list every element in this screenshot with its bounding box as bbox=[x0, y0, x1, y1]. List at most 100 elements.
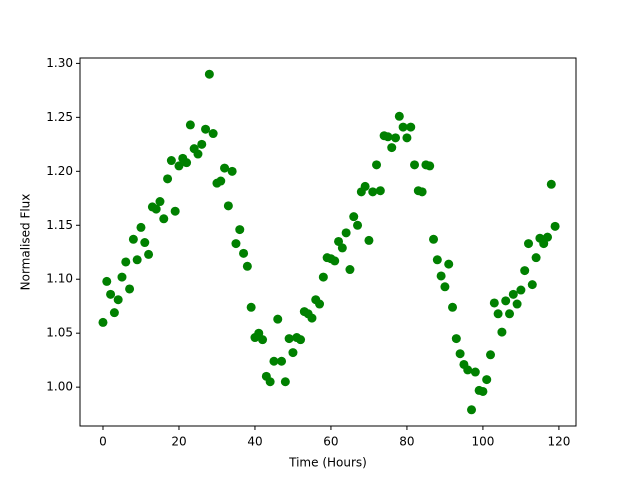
data-point bbox=[170, 206, 180, 216]
data-point bbox=[440, 282, 450, 292]
data-point bbox=[125, 284, 135, 294]
data-point bbox=[140, 238, 150, 248]
data-point bbox=[482, 375, 492, 385]
data-point bbox=[159, 214, 169, 224]
data-point bbox=[550, 221, 560, 231]
data-point bbox=[539, 239, 549, 249]
data-point bbox=[220, 163, 230, 173]
data-point bbox=[151, 204, 161, 214]
data-point bbox=[410, 160, 420, 170]
data-point bbox=[117, 272, 127, 282]
data-point bbox=[227, 166, 237, 176]
data-point bbox=[360, 181, 370, 191]
data-point bbox=[417, 187, 427, 197]
data-point bbox=[463, 365, 473, 375]
data-point bbox=[341, 228, 351, 238]
data-point bbox=[508, 289, 518, 299]
data-point bbox=[315, 299, 325, 309]
data-point bbox=[512, 299, 522, 309]
y-tick-label: 1.30 bbox=[46, 56, 73, 70]
x-axis-label: Time (Hours) bbox=[288, 456, 367, 470]
data-point bbox=[455, 349, 465, 359]
y-tick-label: 1.20 bbox=[46, 164, 73, 178]
data-point bbox=[273, 314, 283, 324]
data-point bbox=[497, 327, 507, 337]
data-point bbox=[364, 235, 374, 245]
data-point bbox=[489, 298, 499, 308]
y-tick-label: 1.10 bbox=[46, 272, 73, 286]
x-tick-label: 80 bbox=[399, 435, 414, 449]
data-point bbox=[429, 234, 439, 244]
x-tick-label: 0 bbox=[99, 435, 107, 449]
data-point bbox=[493, 309, 503, 319]
data-point bbox=[406, 122, 416, 132]
data-point bbox=[330, 256, 340, 266]
data-point bbox=[527, 280, 537, 290]
data-point bbox=[284, 334, 294, 344]
data-point bbox=[265, 377, 275, 387]
data-point bbox=[516, 285, 526, 295]
data-point bbox=[398, 122, 408, 132]
data-point bbox=[155, 197, 165, 207]
data-point bbox=[113, 295, 123, 305]
data-point bbox=[531, 253, 541, 263]
data-point bbox=[182, 158, 192, 168]
data-point bbox=[197, 139, 207, 149]
x-tick-label: 20 bbox=[171, 435, 186, 449]
data-point bbox=[451, 334, 461, 344]
data-point bbox=[318, 272, 328, 282]
data-point bbox=[520, 266, 530, 276]
data-point bbox=[345, 265, 355, 275]
data-point bbox=[223, 201, 233, 211]
data-point bbox=[334, 236, 344, 246]
data-point bbox=[98, 317, 108, 327]
data-point bbox=[201, 124, 211, 134]
data-point bbox=[106, 289, 116, 299]
data-point bbox=[242, 261, 252, 271]
data-point bbox=[102, 276, 112, 286]
data-point bbox=[144, 249, 154, 259]
y-tick-label: 1.25 bbox=[46, 110, 73, 124]
y-tick-label: 1.05 bbox=[46, 326, 73, 340]
data-point bbox=[337, 243, 347, 253]
data-point bbox=[444, 259, 454, 269]
data-point bbox=[269, 356, 279, 366]
data-point bbox=[128, 234, 138, 244]
data-point bbox=[277, 356, 287, 366]
data-point bbox=[132, 255, 142, 265]
data-point bbox=[353, 220, 363, 230]
data-point bbox=[402, 133, 412, 143]
data-point bbox=[501, 296, 511, 306]
data-point bbox=[174, 161, 184, 171]
data-point bbox=[349, 212, 359, 222]
data-point bbox=[208, 129, 218, 139]
data-point bbox=[280, 377, 290, 387]
data-point bbox=[185, 120, 195, 130]
data-point bbox=[204, 69, 214, 79]
data-point bbox=[375, 186, 385, 196]
x-tick-label: 100 bbox=[471, 435, 494, 449]
y-tick-label: 1.15 bbox=[46, 218, 73, 232]
y-tick-label: 1.00 bbox=[46, 380, 73, 394]
data-point bbox=[121, 257, 131, 267]
data-point bbox=[436, 271, 446, 281]
plot-frame bbox=[79, 57, 577, 427]
data-point bbox=[448, 302, 458, 312]
data-point bbox=[307, 313, 317, 323]
x-tick-label: 60 bbox=[323, 435, 338, 449]
x-tick-label: 120 bbox=[547, 435, 570, 449]
data-point bbox=[387, 143, 397, 153]
data-point bbox=[425, 161, 435, 171]
x-tick-label: 40 bbox=[247, 435, 262, 449]
data-point bbox=[467, 405, 477, 415]
data-point bbox=[193, 149, 203, 159]
data-point bbox=[258, 335, 268, 345]
data-point bbox=[391, 133, 401, 143]
data-point bbox=[368, 187, 378, 197]
data-point bbox=[372, 160, 382, 170]
data-point bbox=[216, 176, 226, 186]
data-point bbox=[432, 255, 442, 265]
data-point bbox=[288, 348, 298, 358]
data-point bbox=[109, 308, 119, 318]
